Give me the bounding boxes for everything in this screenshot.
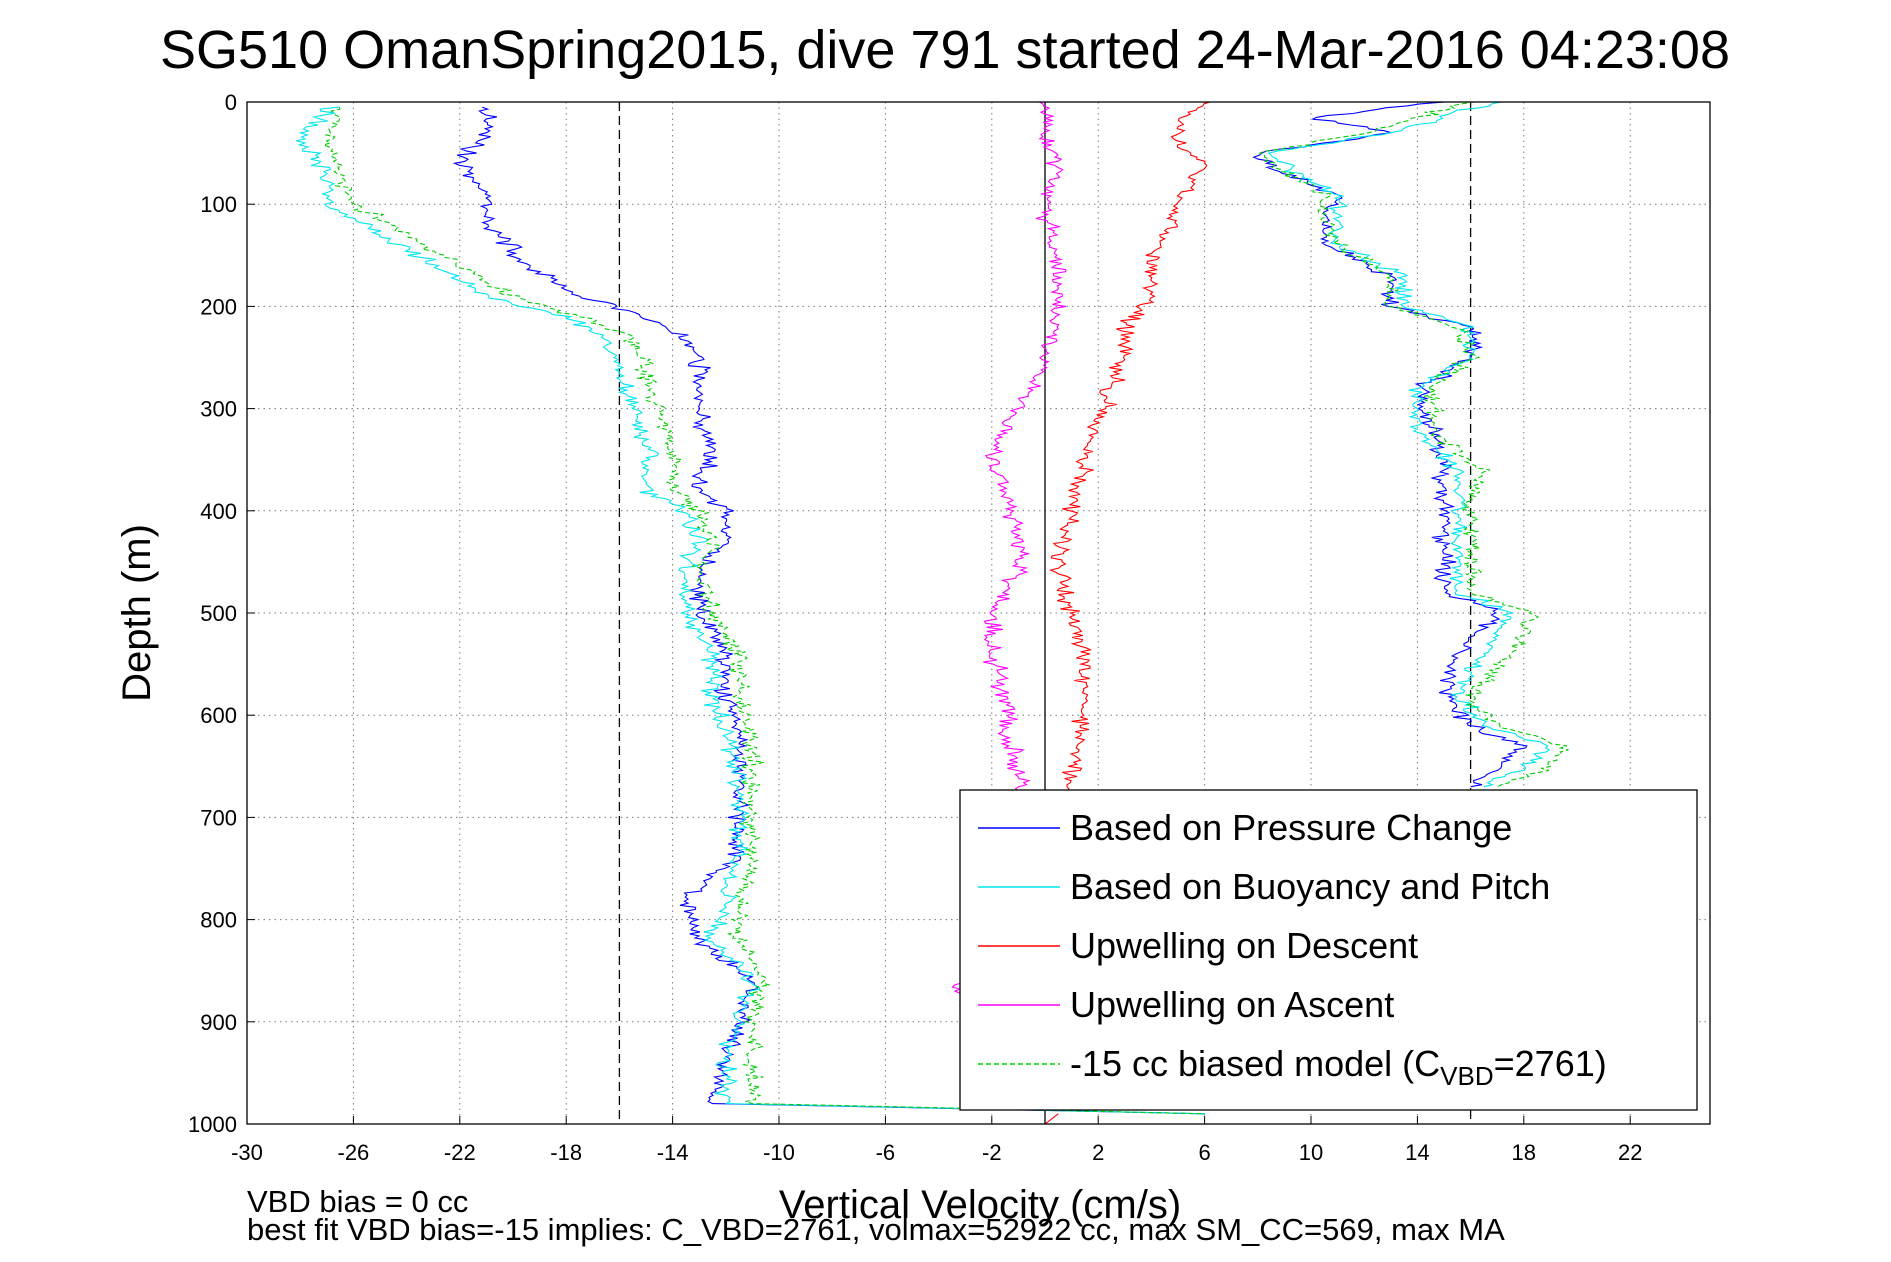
- y-tick-label-6: 600: [200, 703, 237, 728]
- y-ticks: 0 100 200 300 400 500 600 700 800 900 1000: [188, 90, 255, 1137]
- series-line-4-segment-1: [1258, 102, 1569, 788]
- y-tick-label-9: 900: [200, 1010, 237, 1035]
- legend: Based on Pressure Change Based on Buoyanc…: [959, 789, 1698, 1111]
- series-group: [295, 102, 1569, 1124]
- chart-title: SG510 OmanSpring2015, dive 791 started 2…: [160, 20, 1730, 80]
- series-line-4-segment-0: [321, 106, 1205, 1115]
- legend-box: [959, 789, 1698, 1111]
- y-tick-label-0: 0: [225, 90, 237, 115]
- x-tick-label-11: 14: [1405, 1140, 1429, 1165]
- series-line-3-segment-0: [983, 102, 1067, 798]
- legend-label-subscript-4: VBD: [1440, 1061, 1493, 1091]
- series-line-2-segment-0: [1048, 102, 1211, 798]
- x-tick-label-0: -30: [231, 1140, 263, 1165]
- x-axis-label: Vertical Velocity (cm/s): [779, 1183, 1181, 1227]
- series-line-1-segment-0: [295, 106, 1205, 1115]
- legend-label-2: Upwelling on Descent: [1070, 925, 1418, 966]
- y-tick-label-1: 100: [200, 192, 237, 217]
- y-tick-label-4: 400: [200, 499, 237, 524]
- annotation-best-fit: best fit VBD bias=-15 implies: C_VBD=276…: [247, 1212, 1505, 1247]
- legend-label-4: -15 cc biased model (CVBD=2761): [1070, 1043, 1607, 1091]
- x-tick-label-12: 18: [1512, 1140, 1536, 1165]
- legend-label-1: Based on Buoyancy and Pitch: [1070, 866, 1550, 907]
- plot-clip: [295, 102, 1569, 1124]
- x-tick-label-4: -14: [657, 1140, 689, 1165]
- series-line-0-segment-0: [452, 106, 1205, 1115]
- legend-label-suffix-4: =2761): [1494, 1043, 1607, 1084]
- x-tick-label-13: 22: [1618, 1140, 1642, 1165]
- y-tick-label-8: 800: [200, 908, 237, 933]
- x-tick-label-6: -6: [876, 1140, 896, 1165]
- x-tick-label-7: -2: [982, 1140, 1002, 1165]
- y-tick-label-7: 700: [200, 805, 237, 830]
- x-tick-label-10: 10: [1299, 1140, 1323, 1165]
- y-tick-label-5: 500: [200, 601, 237, 626]
- x-tick-label-5: -10: [763, 1140, 795, 1165]
- y-tick-label-3: 300: [200, 397, 237, 422]
- legend-label-0: Based on Pressure Change: [1070, 807, 1512, 848]
- y-tick-label-10: 1000: [188, 1112, 237, 1137]
- x-tick-label-9: 6: [1198, 1140, 1210, 1165]
- x-tick-label-1: -26: [338, 1140, 370, 1165]
- series-line-1-segment-1: [1267, 102, 1551, 788]
- y-tick-label-2: 200: [200, 294, 237, 319]
- annotation-vbd-bias: VBD bias = 0 cc: [247, 1184, 468, 1219]
- legend-label-3: Upwelling on Ascent: [1070, 984, 1394, 1025]
- x-tick-label-3: -18: [550, 1140, 582, 1165]
- series-line-2-segment-1: [1044, 1113, 1059, 1124]
- x-tick-label-2: -22: [444, 1140, 476, 1165]
- x-ticks: -30 -26 -22 -18 -14 -10 -6 -2 2 6 10 14 18 22: [231, 1116, 1642, 1165]
- x-tick-label-8: 2: [1092, 1140, 1104, 1165]
- y-axis-label: Depth (m): [115, 524, 159, 702]
